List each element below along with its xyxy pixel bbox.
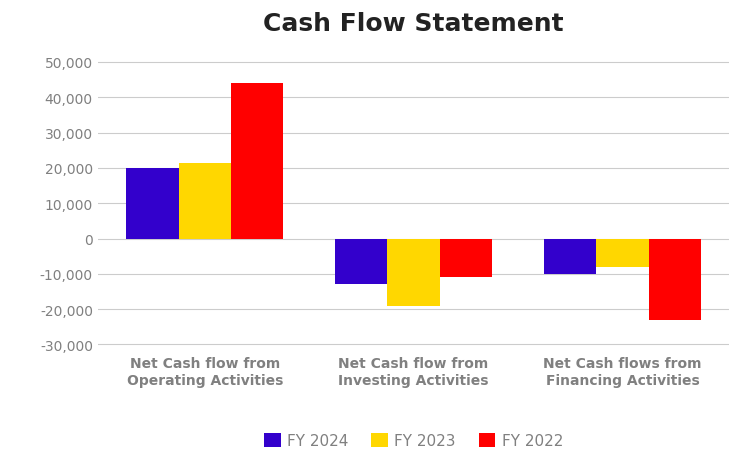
Bar: [126, 169, 179, 239]
Bar: [648, 239, 701, 320]
Bar: [179, 163, 231, 239]
Legend: FY 2024, FY 2023, FY 2022: FY 2024, FY 2023, FY 2022: [258, 427, 569, 451]
Bar: [440, 239, 492, 278]
Bar: [335, 239, 387, 285]
Bar: [387, 239, 440, 306]
Title: Cash Flow Statement: Cash Flow Statement: [263, 12, 564, 36]
Bar: [544, 239, 596, 274]
Bar: [231, 84, 283, 239]
Bar: [596, 239, 648, 267]
